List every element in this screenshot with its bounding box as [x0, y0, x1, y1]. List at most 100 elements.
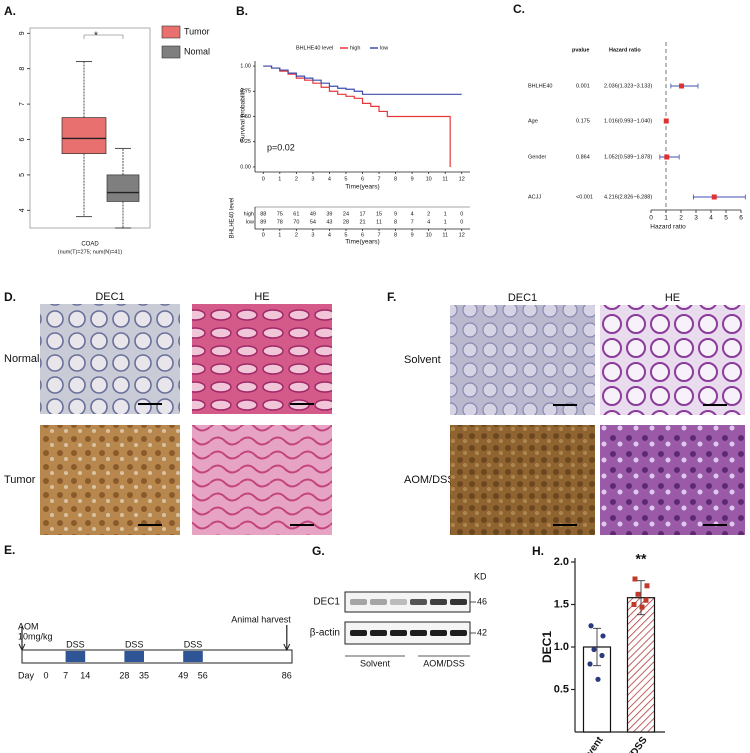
risk-value: 49: [310, 211, 316, 217]
row-label: Solvent: [404, 354, 441, 366]
legend-label: Tumor: [184, 26, 210, 36]
panel-label: B.: [236, 4, 248, 18]
hr-point: [664, 154, 670, 160]
size-label: 46: [477, 596, 487, 606]
risk-value: 61: [293, 211, 299, 217]
x-tick-label: 1: [278, 176, 281, 182]
data-point: [639, 604, 645, 610]
micrograph: [450, 425, 595, 535]
risk-value: 9: [394, 211, 397, 217]
micrograph: [40, 425, 180, 535]
y-tick-label: 0.25: [240, 139, 251, 145]
row-label: Tumor: [4, 474, 36, 486]
x-tick-label: 4: [328, 176, 331, 182]
pvalue: 0.175: [576, 118, 590, 124]
group-label: Solvent: [360, 658, 391, 668]
treatment-label: DSS: [184, 639, 203, 649]
data-point: [591, 646, 597, 653]
row-label: Age: [528, 118, 538, 124]
panel-label: A.: [4, 4, 16, 18]
data-point: [631, 602, 637, 607]
y-tick-label: 5: [19, 173, 26, 177]
arrow-head: [18, 643, 26, 652]
timeline-bar: [21, 649, 293, 664]
legend-swatch: [161, 25, 181, 39]
blot-band: [410, 630, 427, 636]
column-label: DEC1: [95, 291, 124, 303]
hr-label: 4.216(2.826~6.288): [604, 194, 652, 200]
micrograph: [450, 305, 595, 415]
legend-label: high: [350, 45, 360, 51]
y-tick-label: 1.5: [554, 598, 569, 610]
risk-value: 0: [460, 219, 463, 225]
x-tick-label: 2: [679, 215, 683, 222]
day-tick-label: 86: [282, 670, 292, 680]
blot-band: [370, 599, 387, 605]
treatment-label: DSS: [66, 639, 85, 649]
treatment-block: [183, 651, 203, 662]
risk-value: 21: [359, 219, 365, 225]
unit-label: KD: [474, 571, 487, 581]
data-point: [632, 576, 638, 582]
x-tick-label: 6: [739, 215, 743, 222]
panel-label: F.: [387, 290, 396, 304]
panel-label: D.: [4, 290, 16, 304]
risk-value: 89: [260, 219, 266, 225]
arrow-head: [283, 643, 291, 652]
x-tick-label: 7: [378, 176, 381, 182]
x-tick-label: 0: [262, 176, 265, 182]
x-tick-label: AOM/DSS: [614, 735, 650, 753]
pvalue: <0.001: [576, 194, 593, 200]
risk-row-label: low: [246, 219, 254, 225]
blot-band: [370, 630, 387, 636]
blot-band: [450, 599, 467, 605]
plot-frame: [29, 27, 151, 229]
day-tick-label: 35: [139, 670, 149, 680]
risk-value: 11: [376, 219, 382, 225]
x-tick-label: 5: [344, 176, 347, 182]
y-tick-label: 9: [19, 31, 26, 35]
column-label: DEC1: [508, 292, 537, 304]
y-tick-label: 6: [19, 137, 26, 141]
row-label: Normal: [4, 353, 39, 365]
harvest-label: Animal harvest: [231, 614, 291, 624]
risk-value: 54: [310, 219, 316, 225]
day-tick-label: 14: [80, 670, 90, 680]
risk-value: 8: [394, 219, 397, 225]
x-tick-label: 12: [459, 232, 465, 238]
x-label: Time(years): [345, 184, 379, 191]
risk-value: 28: [343, 219, 349, 225]
risk-value: 17: [359, 211, 365, 217]
risk-value: 1: [444, 211, 447, 217]
x-tick-label: 0: [649, 215, 653, 222]
x-tick-label: 4: [328, 232, 331, 238]
row-label: AOM/DSS: [404, 474, 455, 486]
x-tick-label: 3: [311, 232, 314, 238]
x-tick-label: 8: [394, 232, 397, 238]
risk-value: 4: [411, 211, 414, 217]
blot-label: DEC1: [313, 597, 340, 608]
day-tick-label: 56: [198, 670, 208, 680]
x-label: Time(years): [345, 239, 379, 246]
risk-value: 7: [411, 219, 414, 225]
micrograph: [600, 305, 745, 415]
day-tick-label: 0: [43, 670, 48, 680]
treatment-label: DSS: [125, 639, 144, 649]
data-point: [644, 583, 650, 589]
y-tick-label: 0.50: [240, 114, 251, 120]
hr-label: 2.036(1.323~3.133): [604, 83, 652, 89]
risk-title: BHLHE40 level: [230, 198, 236, 239]
x-tick-label: 4: [709, 215, 713, 222]
column-label: HE: [665, 292, 680, 304]
survival-curve: [263, 65, 462, 95]
x-tick-label: 5: [344, 232, 347, 238]
x-label: Hazard ratio: [650, 224, 686, 231]
blot-label: β-actin: [310, 628, 340, 639]
x-label: COAD: [81, 242, 99, 248]
data-point: [600, 633, 606, 639]
day-tick-label: 7: [63, 670, 68, 680]
data-point: [587, 661, 593, 667]
legend-title: BHLHE40 level: [296, 45, 333, 51]
x-tick-label: 11: [442, 176, 448, 182]
day-tick-label: 28: [119, 670, 129, 680]
